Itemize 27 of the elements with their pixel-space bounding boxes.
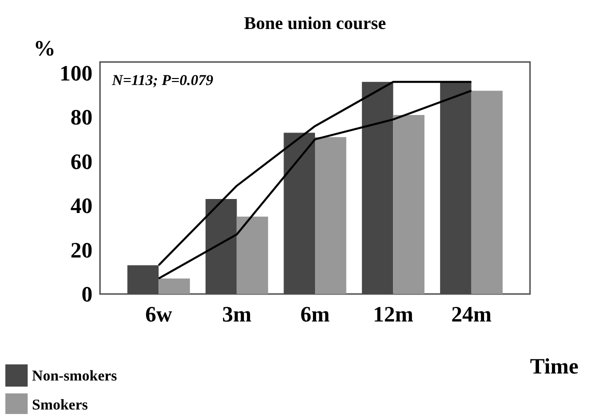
y-tick-label: 0 [82, 282, 92, 306]
y-tick-label: 100 [60, 60, 92, 86]
y-tick-label: 80 [70, 104, 92, 130]
bar [315, 137, 346, 294]
bar [362, 82, 394, 294]
bar [440, 82, 472, 294]
bar [471, 90, 503, 294]
annotation: N=113; P=0.079 [111, 73, 214, 89]
x-tick-label: 12m [373, 302, 414, 326]
x-tick-label: 3m [222, 302, 252, 326]
bar [127, 265, 159, 294]
bar [284, 132, 315, 294]
bar [236, 216, 268, 294]
bar [158, 278, 190, 294]
x-tick-label: 6m [300, 302, 330, 326]
bar [393, 115, 424, 294]
legend-label: Smokers [32, 398, 88, 414]
bar [206, 198, 237, 294]
y-axis-title: % [34, 36, 56, 60]
x-axis-title: Time [530, 354, 579, 378]
chart-title: Bone union course [244, 13, 386, 33]
y-tick-label: 40 [70, 193, 92, 218]
x-tick-label: 6w [145, 302, 172, 326]
legend-label: Non-smokers [32, 368, 118, 384]
y-tick-label: 20 [70, 237, 92, 262]
y-tick-label: 60 [70, 148, 92, 174]
x-tick-label: 24m [451, 302, 492, 326]
